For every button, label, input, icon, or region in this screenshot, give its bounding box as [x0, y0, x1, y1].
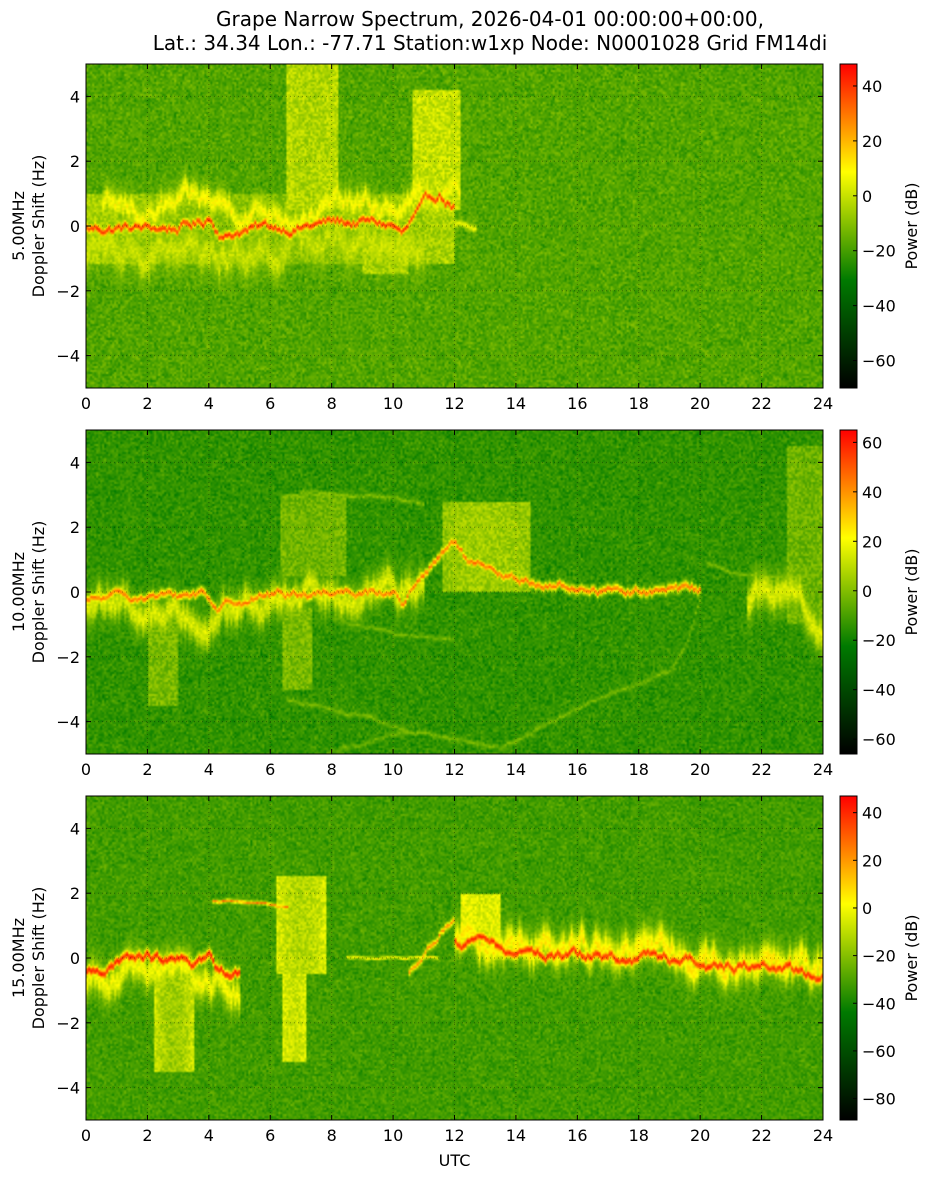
colorbar-tick-label: −20	[862, 631, 896, 650]
colorbar-tick-label: 40	[862, 804, 882, 823]
colorbar-tick-label: 60	[862, 433, 882, 452]
y-tick-label: 4	[70, 453, 80, 472]
colorbar-tick-label: −40	[862, 994, 896, 1013]
figure-title-line-1: Grape Narrow Spectrum, 2026-04-01 00:00:…	[216, 7, 764, 31]
colorbar	[839, 795, 858, 1121]
x-tick-label: 8	[327, 760, 337, 779]
colorbar-tick-label: −20	[862, 947, 896, 966]
spectrogram-image	[86, 796, 823, 1120]
x-tick-label: 10	[383, 394, 403, 413]
colorbar-tick-label: −20	[862, 242, 896, 261]
y-axis-label-frequency: 15.00MHz	[9, 918, 28, 998]
x-tick-label: 2	[142, 394, 152, 413]
x-tick-label: 10	[383, 760, 403, 779]
x-tick-label: 16	[567, 394, 587, 413]
x-tick-label: 4	[204, 760, 214, 779]
colorbar-label: Power (dB)	[902, 182, 921, 269]
x-tick-label: 18	[629, 394, 649, 413]
y-tick-label: 0	[70, 583, 80, 602]
x-tick-label: 6	[265, 394, 275, 413]
y-axis-label-frequency: 5.00MHz	[9, 191, 28, 261]
colorbar-tick-label: 20	[862, 532, 882, 551]
y-tick-label: 0	[70, 217, 80, 236]
colorbar-tick-label: 40	[862, 483, 882, 502]
colorbar-tick-label: 0	[862, 582, 872, 601]
spectrogram-image	[86, 64, 823, 388]
colorbar	[839, 429, 858, 755]
x-tick-label: 12	[444, 1126, 464, 1145]
x-tick-label: 6	[265, 1126, 275, 1145]
y-axis-label-doppler: Doppler Shift (Hz)	[29, 521, 48, 664]
x-tick-label: 8	[327, 1126, 337, 1145]
y-tick-label: 4	[70, 87, 80, 106]
y-tick-label: −2	[56, 282, 80, 301]
x-tick-label: 22	[751, 760, 771, 779]
colorbar-tick-label: −40	[862, 681, 896, 700]
x-tick-label: 4	[204, 394, 214, 413]
y-tick-label: −2	[56, 648, 80, 667]
y-axis-label-frequency: 10.00MHz	[9, 552, 28, 632]
colorbar-tick-label: −60	[862, 1042, 896, 1061]
x-tick-label: 0	[81, 1126, 91, 1145]
colorbar-tick-label: −40	[862, 297, 896, 316]
x-tick-label: 2	[142, 760, 152, 779]
x-tick-label: 10	[383, 1126, 403, 1145]
x-tick-label: 6	[265, 760, 275, 779]
x-axis-label: UTC	[439, 1151, 471, 1170]
x-tick-label: 14	[506, 1126, 526, 1145]
y-axis-label-doppler: Doppler Shift (Hz)	[29, 887, 48, 1030]
y-tick-label: 2	[70, 518, 80, 537]
y-tick-label: −4	[56, 713, 80, 732]
y-tick-label: 4	[70, 819, 80, 838]
x-tick-label: 2	[142, 1126, 152, 1145]
x-tick-label: 22	[751, 394, 771, 413]
x-tick-label: 12	[444, 394, 464, 413]
x-tick-label: 16	[567, 1126, 587, 1145]
y-tick-label: 0	[70, 949, 80, 968]
colorbar-tick-label: −60	[862, 352, 896, 371]
colorbar-label: Power (dB)	[902, 914, 921, 1001]
x-tick-label: 0	[81, 394, 91, 413]
spectrogram-image	[86, 430, 823, 754]
y-tick-label: −4	[56, 347, 80, 366]
x-tick-label: 8	[327, 394, 337, 413]
x-tick-label: 22	[751, 1126, 771, 1145]
x-tick-label: 0	[81, 760, 91, 779]
y-axis-label-doppler: Doppler Shift (Hz)	[29, 155, 48, 298]
x-tick-label: 14	[506, 394, 526, 413]
x-tick-label: 20	[690, 1126, 710, 1145]
x-tick-label: 20	[690, 394, 710, 413]
colorbar-tick-label: 20	[862, 132, 882, 151]
colorbar-tick-label: −80	[862, 1090, 896, 1109]
y-tick-label: −2	[56, 1014, 80, 1033]
y-tick-label: 2	[70, 884, 80, 903]
colorbar-tick-label: 0	[862, 187, 872, 206]
x-tick-label: 16	[567, 760, 587, 779]
x-tick-label: 14	[506, 760, 526, 779]
x-tick-label: 4	[204, 1126, 214, 1145]
colorbar-tick-label: −60	[862, 730, 896, 749]
colorbar-tick-label: 20	[862, 851, 882, 870]
colorbar	[839, 63, 858, 389]
x-tick-label: 18	[629, 760, 649, 779]
x-tick-label: 18	[629, 1126, 649, 1145]
x-tick-label: 20	[690, 760, 710, 779]
y-tick-label: −4	[56, 1079, 80, 1098]
colorbar-tick-label: 40	[862, 77, 882, 96]
x-tick-label: 24	[813, 760, 833, 779]
figure-title-line-2: Lat.: 34.34 Lon.: -77.71 Station:w1xp No…	[153, 31, 828, 55]
colorbar-label: Power (dB)	[902, 548, 921, 635]
x-tick-label: 24	[813, 394, 833, 413]
y-tick-label: 2	[70, 152, 80, 171]
x-tick-label: 12	[444, 760, 464, 779]
colorbar-tick-label: 0	[862, 899, 872, 918]
x-tick-label: 24	[813, 1126, 833, 1145]
